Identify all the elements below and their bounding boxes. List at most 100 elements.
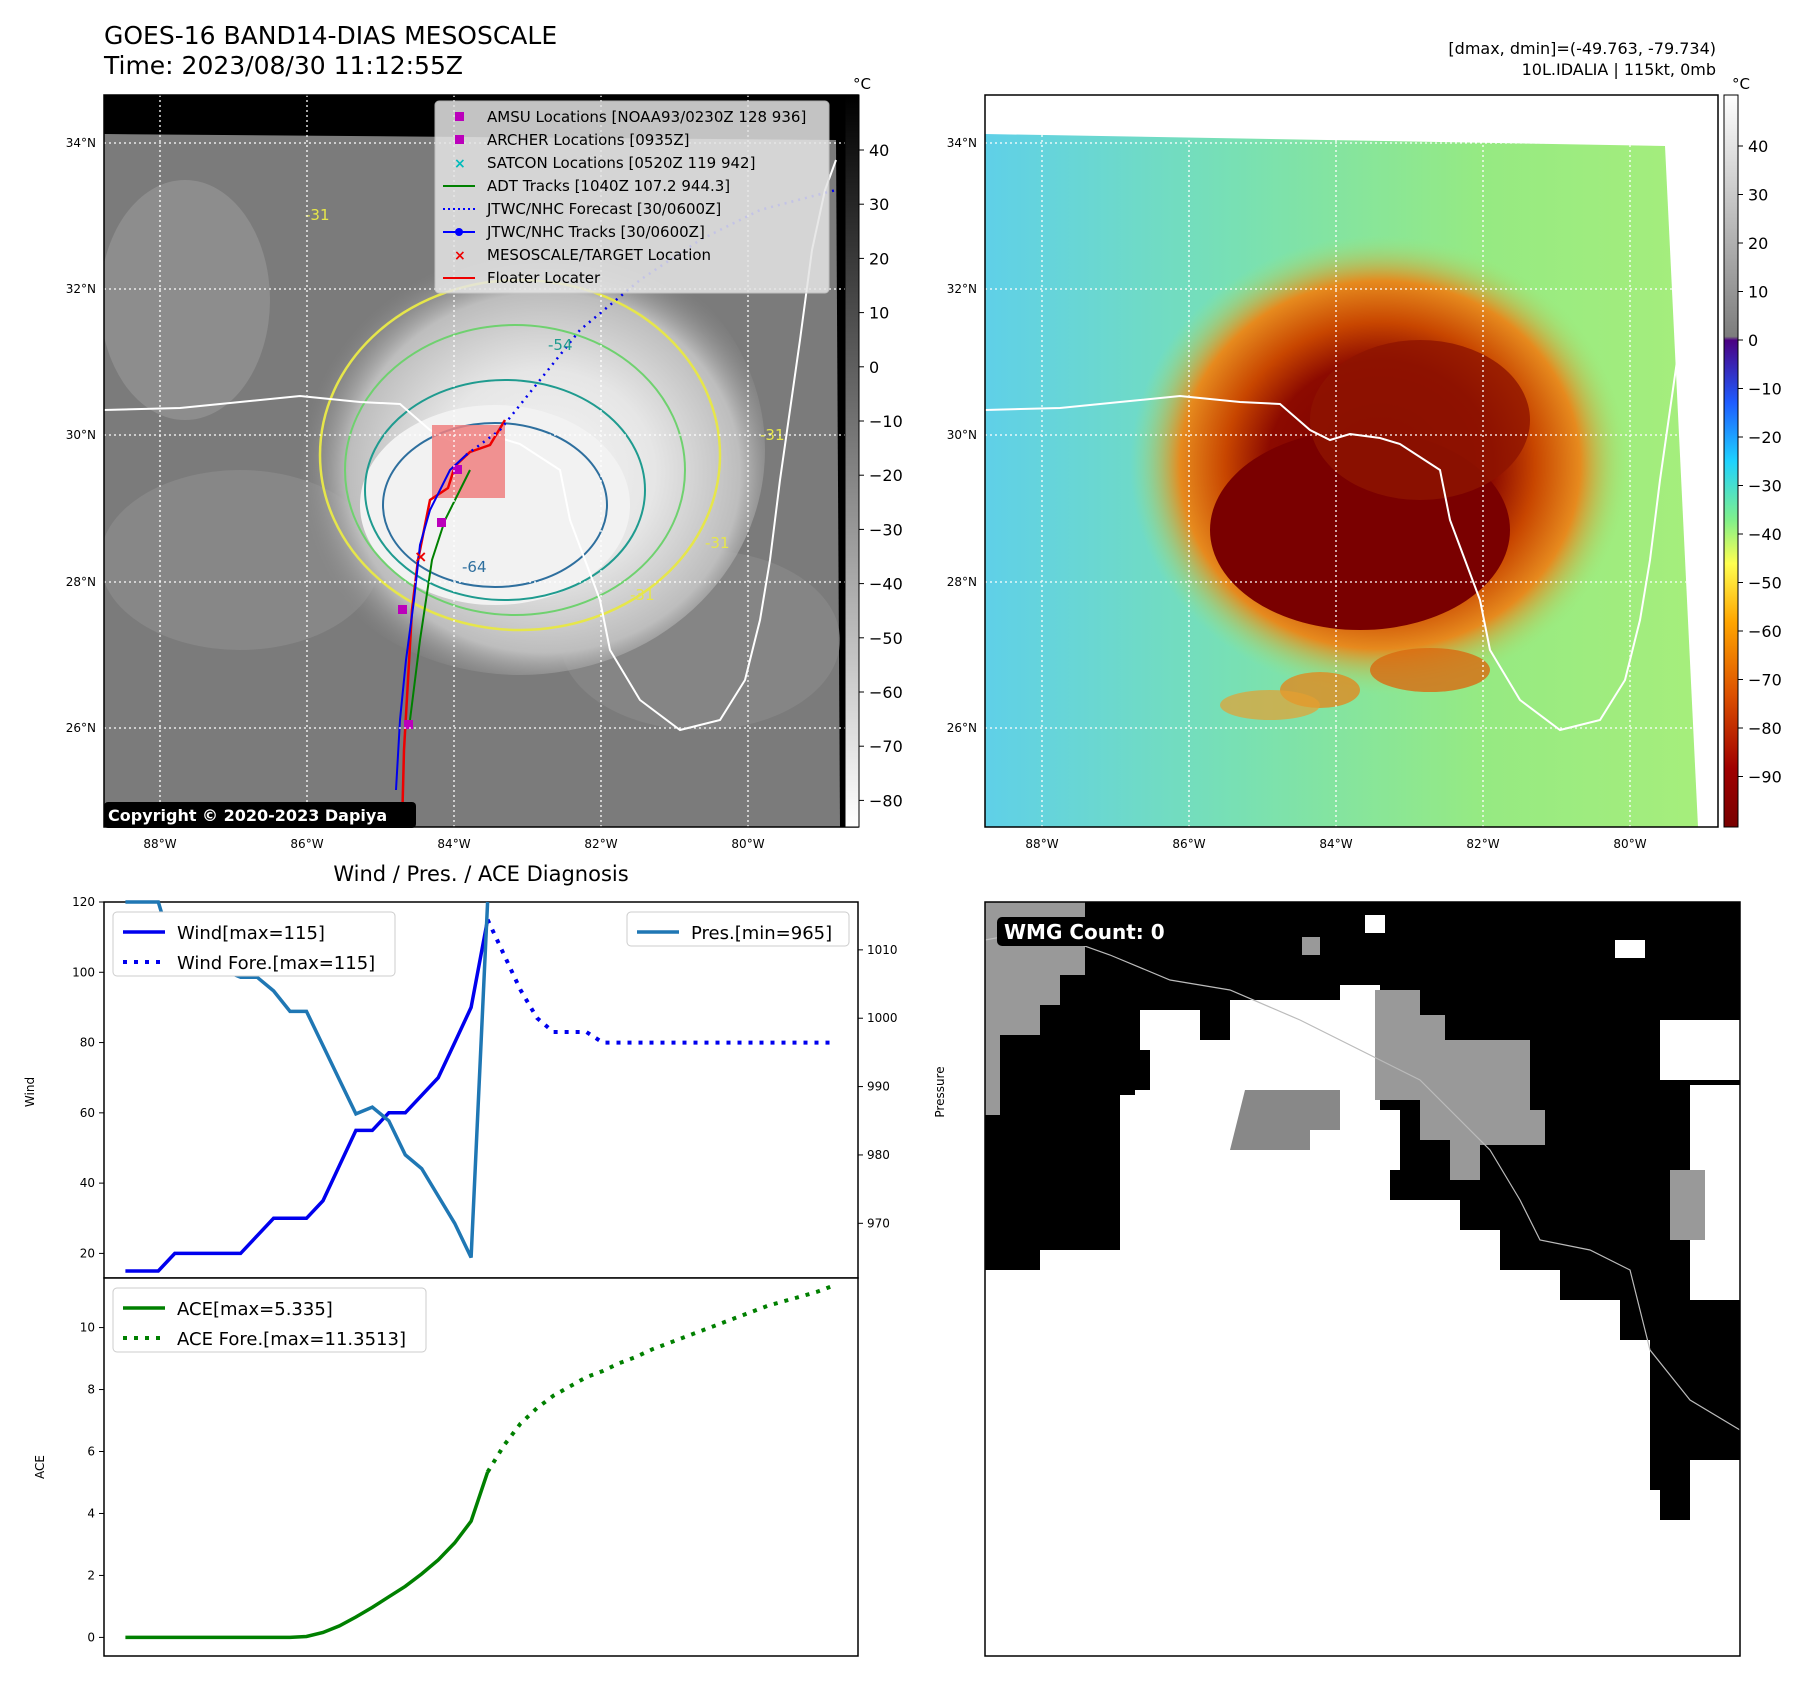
color-gridlines xyxy=(985,95,1718,827)
legend-label-3: ADT Tracks [1040Z 107.2 944.3] xyxy=(487,177,730,195)
wmg-gray-region-nw xyxy=(985,902,1085,1115)
lon-label-1-3: 82°W xyxy=(1466,837,1499,851)
floater-box xyxy=(432,425,505,498)
lat-label-1-4: 26°N xyxy=(947,721,977,735)
lon-label-0-2: 84°W xyxy=(437,837,470,851)
wmg-dark-region xyxy=(985,902,1740,1520)
lat-label-1-1: 32°N xyxy=(947,282,977,296)
windChart-ytick-label-0: 120 xyxy=(72,895,95,909)
irCbTicks-label-7: −30 xyxy=(869,520,903,539)
lat-label-1-2: 30°N xyxy=(947,428,977,442)
irCbTicks-label-11: −70 xyxy=(869,737,903,756)
svg-text:×: × xyxy=(454,156,466,172)
pressure-ylabel: Pressure xyxy=(933,1066,947,1117)
wind-legend-box xyxy=(112,911,396,977)
colorCbTicks-label-6: −20 xyxy=(1748,428,1782,447)
storm-info-label: 10L.IDALIA | 115kt, 0mb xyxy=(1522,60,1716,79)
ir-colorbar xyxy=(844,94,860,828)
wmg-gray-region-ne xyxy=(1375,990,1545,1180)
aceChart-series-0 xyxy=(125,1471,490,1640)
irCbTicks-label-10: −60 xyxy=(869,683,903,702)
wind-pressure-chart: Wind Pressure 120 100 80 60 40 20 1010 1000 990 9… xyxy=(23,895,947,1279)
ir-colorbar-unit: °C xyxy=(853,75,871,93)
diagnosis-title: Wind / Pres. / ACE Diagnosis xyxy=(333,862,628,886)
wmg-panel: WMG Count: 0 xyxy=(984,901,1741,1657)
windChart-ytick-right-label-3: 980 xyxy=(867,1148,890,1162)
irCbTicks-label-3: 10 xyxy=(869,304,889,323)
wind-ylabel: Wind xyxy=(23,1077,37,1107)
irCbTicks-label-0: 40 xyxy=(869,141,889,160)
colorCbTicks-label-12: −80 xyxy=(1748,719,1782,738)
floater-track xyxy=(400,419,507,827)
legend-label-4: JTWC/NHC Forecast [30/0600Z] xyxy=(486,200,721,218)
colorCbTicks-label-13: −90 xyxy=(1748,768,1782,787)
ir-legend: AMSU Locations [NOAA93/0230Z 128 936] ARC… xyxy=(434,100,830,294)
contour-label-2: -31 xyxy=(305,206,330,224)
windChart-ytick-label-5: 20 xyxy=(80,1246,95,1260)
legend-swatch-2: × xyxy=(454,156,466,172)
colorCbTicks-label-7: −30 xyxy=(1748,477,1782,496)
aceChart-ytick-label-0: 10 xyxy=(80,1321,95,1335)
wmg-white-core xyxy=(1230,1000,1400,1170)
nhc-track xyxy=(395,454,467,791)
colorCbTicks-label-11: −70 xyxy=(1748,671,1782,690)
irCbTicks-label-9: −50 xyxy=(869,629,903,648)
figure-title: GOES-16 BAND14-DIAS MESOSCALE xyxy=(104,21,557,50)
adt-track xyxy=(409,469,471,721)
legend-swatch-5 xyxy=(443,228,475,236)
contour-blue xyxy=(382,422,608,588)
windChart-ytick-right-label-1: 1000 xyxy=(867,1011,898,1025)
windChart-ytick-label-1: 100 xyxy=(72,965,95,979)
color-colorbar-unit: °C xyxy=(1732,75,1750,93)
aceChart-series-1 xyxy=(485,1283,835,1474)
legend-label-0: AMSU Locations [NOAA93/0230Z 128 936] xyxy=(487,108,806,126)
copyright-label: Copyright © 2020-2023 Dapiya xyxy=(108,806,387,825)
legend-label-1: ARCHER Locations [0935Z] xyxy=(487,131,690,149)
lat-label-0-1: 32°N xyxy=(66,282,96,296)
legend-label-6: MESOSCALE/TARGET Location xyxy=(487,246,711,264)
lat-label-0-3: 28°N xyxy=(66,575,96,589)
colorCbTicks-label-3: 10 xyxy=(1748,283,1768,302)
target-marker: × xyxy=(414,547,427,566)
wmg-coastline xyxy=(984,929,1741,1431)
colorCbTicks-label-4: 0 xyxy=(1748,331,1758,350)
wind-legend-label-0: Wind[max=115] xyxy=(177,923,325,944)
aceChart-ytick-label-3: 4 xyxy=(87,1506,95,1520)
windChart-ytick-label-2: 80 xyxy=(80,1036,95,1050)
lon-label-1-2: 84°W xyxy=(1319,837,1352,851)
lat-label-1-3: 28°N xyxy=(947,575,977,589)
contour-label-4: -31 xyxy=(705,534,730,552)
contour-label-1: -54 xyxy=(548,336,573,354)
contour-label-6: -31 xyxy=(760,426,785,444)
colorCbTicks-label-5: −10 xyxy=(1748,380,1782,399)
coastline xyxy=(104,159,837,732)
wind-legend-label-1: Wind Fore.[max=115] xyxy=(177,953,375,974)
windChart-ytick-label-3: 60 xyxy=(80,1106,95,1120)
windChart-ytick-right-label-4: 970 xyxy=(867,1216,890,1230)
colorCbTicks-label-0: 40 xyxy=(1748,137,1768,156)
lon-label-0-1: 86°W xyxy=(290,837,323,851)
pressure-legend-box xyxy=(626,911,850,947)
lon-label-0-3: 82°W xyxy=(584,837,617,851)
windChart-series-0 xyxy=(125,919,490,1273)
color-map-panel xyxy=(984,94,1719,828)
colorCbTicks-label-2: 20 xyxy=(1748,234,1768,253)
irCbTicks-label-12: −80 xyxy=(869,791,903,810)
aceChart-ytick-label-5: 0 xyxy=(87,1630,95,1644)
ace-legend-label-1: ACE Fore.[max=11.3513] xyxy=(177,1329,406,1350)
contour-label-5: -31 xyxy=(630,586,655,604)
windChart-ytick-right-label-2: 990 xyxy=(867,1080,890,1094)
legend-swatch-1 xyxy=(455,135,464,144)
irCbTicks-label-1: 30 xyxy=(869,195,889,214)
ace-legend-label-0: ACE[max=5.335] xyxy=(177,1299,333,1320)
colorCbTicks-label-1: 30 xyxy=(1748,186,1768,205)
contour-green xyxy=(344,324,686,616)
aceChart-ytick-label-2: 6 xyxy=(87,1445,95,1459)
legend-label-7: Floater Locater xyxy=(487,269,601,287)
color-coastline xyxy=(985,159,1718,732)
lon-label-0-0: 88°W xyxy=(143,837,176,851)
irCbTicks-label-8: −40 xyxy=(869,575,903,594)
windChart-ytick-right-label-0: 1010 xyxy=(867,943,898,957)
aceChart-ytick-label-1: 8 xyxy=(87,1383,95,1397)
